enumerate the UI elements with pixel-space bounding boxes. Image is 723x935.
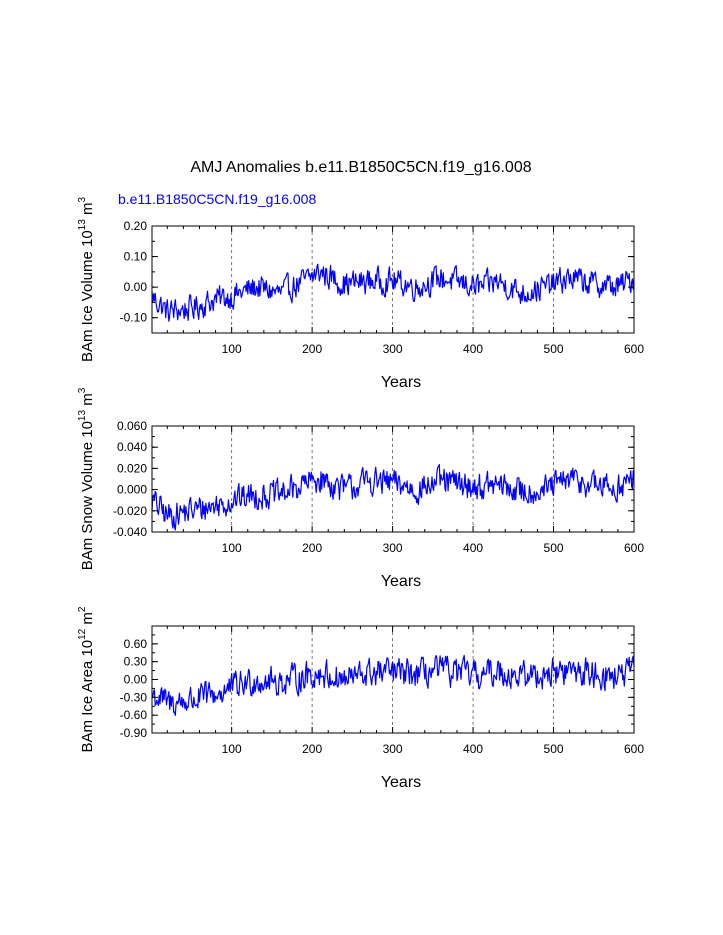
plot-frame (151, 225, 635, 334)
y-axis-label: BAm Ice Area 1012 m2 (77, 606, 96, 752)
x-tick-label: 200 (302, 742, 322, 756)
x-axis-label: Years (381, 573, 421, 590)
y-tick-label: 0.060 (117, 419, 147, 433)
y-tick-label: -0.10 (120, 311, 148, 325)
y-axis-label: BAm Snow Volume 1013 m3 (77, 387, 96, 570)
x-tick-label: 600 (624, 342, 644, 356)
x-axis-label: Years (381, 774, 421, 791)
y-tick-label: 0.60 (124, 637, 148, 651)
y-tick-label: 0.00 (124, 673, 148, 687)
series-line (151, 463, 635, 531)
x-tick-label: 300 (383, 342, 403, 356)
x-tick-label: 500 (544, 742, 564, 756)
y-tick-label: -0.90 (120, 726, 148, 740)
chart-panel-3: 100 200 300 400 500 600 -0.90 -0.60 -0.30 0.00 0.3… (77, 606, 644, 791)
y-tick-label: 0.10 (124, 250, 148, 264)
series-line (151, 263, 635, 322)
x-tick-label: 200 (302, 342, 322, 356)
y-tick-label: -0.020 (113, 504, 147, 518)
x-tick-label: 100 (222, 742, 242, 756)
chart-panel-1: 100 200 300 400 500 600 -0.10 0.00 0.10 0.20 Years… (77, 197, 644, 391)
x-tick-label: 400 (463, 541, 483, 555)
y-axis-label: BAm Ice Volume 1013 m3 (77, 197, 96, 363)
x-tick-label: 100 (222, 342, 242, 356)
x-tick-label: 500 (544, 342, 564, 356)
y-tick-label: -0.30 (120, 690, 148, 704)
y-tick-label: 0.30 (124, 655, 148, 669)
case-label: b.e11.B1850C5CN.f19_g16.008 (118, 191, 316, 207)
x-tick-label: 300 (383, 742, 403, 756)
x-tick-label: 600 (624, 742, 644, 756)
y-tick-label: 0.020 (117, 461, 147, 475)
x-tick-label: 500 (544, 541, 564, 555)
y-tick-label: 0.00 (124, 280, 148, 294)
x-tick-label: 300 (383, 541, 403, 555)
x-tick-label: 100 (222, 541, 242, 555)
x-tick-label: 600 (624, 541, 644, 555)
figure-title: AMJ Anomalies b.e11.B1850C5CN.f19_g16.00… (190, 159, 531, 176)
chart-panel-2: 100 200 300 400 500 600 -0.040 -0.020 0.000 0.020… (77, 387, 644, 590)
x-tick-label: 400 (463, 742, 483, 756)
y-tick-label: -0.60 (120, 708, 148, 722)
y-tick-label: -0.040 (113, 525, 147, 539)
series-line (151, 654, 635, 717)
x-tick-label: 200 (302, 541, 322, 555)
y-tick-label: 0.20 (124, 219, 148, 233)
x-axis-label: Years (381, 374, 421, 391)
y-tick-label: 0.040 (117, 440, 147, 454)
x-tick-label: 400 (463, 342, 483, 356)
y-tick-label: 0.000 (117, 483, 147, 497)
